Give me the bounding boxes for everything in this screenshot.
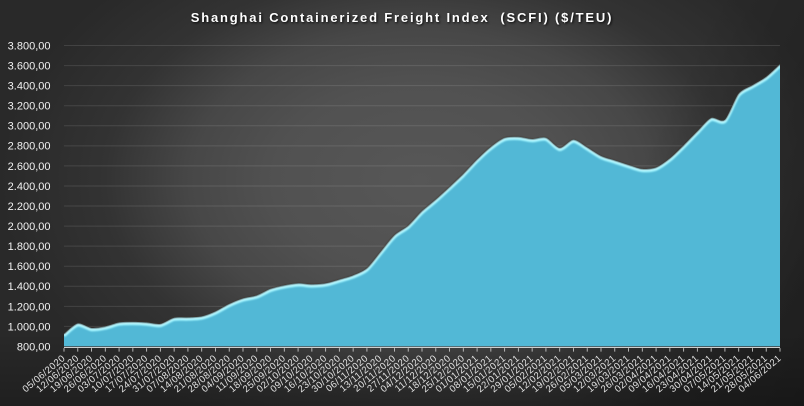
svg-text:2.000,00: 2.000,00 <box>8 221 51 233</box>
svg-text:1.800,00: 1.800,00 <box>8 241 51 253</box>
svg-text:1.400,00: 1.400,00 <box>8 281 51 293</box>
svg-text:1.000,00: 1.000,00 <box>8 321 51 333</box>
svg-text:800,00: 800,00 <box>17 341 51 353</box>
svg-text:3.600,00: 3.600,00 <box>8 60 51 72</box>
svg-text:2.600,00: 2.600,00 <box>8 161 51 173</box>
svg-text:3.400,00: 3.400,00 <box>8 81 51 93</box>
svg-text:3.800,00: 3.800,00 <box>8 40 51 52</box>
svg-text:1.600,00: 1.600,00 <box>8 261 51 273</box>
svg-text:3.000,00: 3.000,00 <box>8 121 51 133</box>
svg-text:2.200,00: 2.200,00 <box>8 201 51 213</box>
svg-text:1.200,00: 1.200,00 <box>8 301 51 313</box>
svg-text:2.400,00: 2.400,00 <box>8 181 51 193</box>
svg-text:2.800,00: 2.800,00 <box>8 141 51 153</box>
svg-text:3.200,00: 3.200,00 <box>8 101 51 113</box>
